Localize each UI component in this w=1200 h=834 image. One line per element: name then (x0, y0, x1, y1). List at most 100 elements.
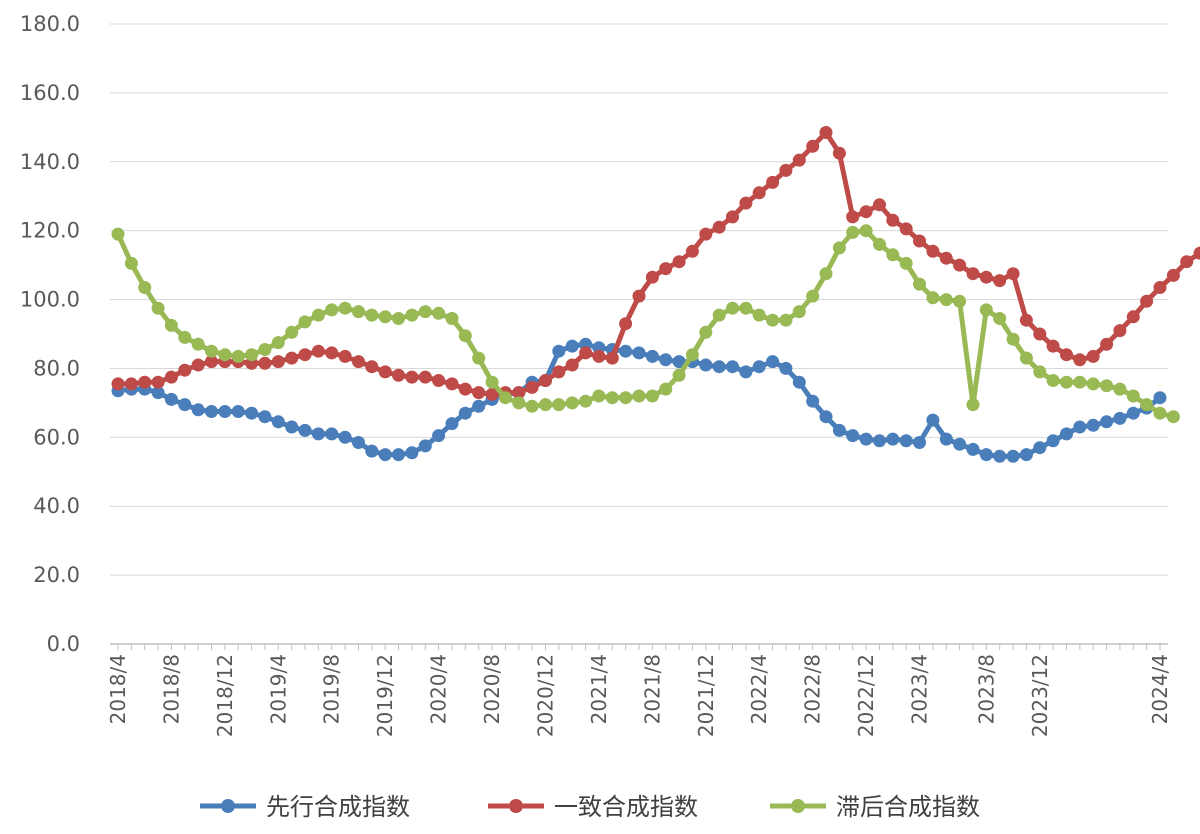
data-point (285, 420, 299, 434)
data-point (552, 398, 566, 412)
data-point (124, 377, 138, 391)
data-point (458, 329, 472, 343)
x-tick-label: 2020/4 (427, 654, 451, 724)
data-point (926, 244, 940, 258)
data-point (392, 368, 405, 382)
data-point (485, 375, 499, 389)
data-point (873, 434, 886, 448)
data-point (645, 389, 659, 403)
data-point (1153, 406, 1167, 420)
data-point (1153, 391, 1167, 405)
data-point (365, 360, 379, 374)
data-point (1140, 294, 1154, 308)
data-point (632, 289, 646, 303)
legend-label: 先行合成指数 (266, 793, 410, 821)
data-point (645, 349, 659, 363)
data-point (1193, 246, 1200, 260)
data-point (859, 205, 873, 219)
data-point (218, 348, 232, 362)
data-point (966, 398, 980, 412)
data-point (672, 355, 686, 369)
legend-item: 滞后合成指数 (770, 793, 980, 821)
data-point (191, 358, 205, 372)
data-point (311, 427, 325, 441)
series-3 (111, 224, 1180, 424)
x-tick-label: 2022/8 (801, 654, 825, 724)
data-point (231, 349, 245, 363)
data-point (979, 303, 993, 317)
data-point (378, 448, 392, 462)
data-point (298, 348, 312, 362)
data-point (124, 256, 138, 270)
legend-marker (221, 799, 235, 813)
data-point (271, 336, 285, 350)
data-point (205, 405, 218, 418)
data-point (1019, 313, 1033, 327)
x-tick-label: 2023/8 (974, 654, 998, 724)
data-point (1006, 449, 1020, 463)
data-point (1166, 410, 1180, 424)
data-point (352, 436, 365, 449)
series-line (115, 228, 1176, 420)
data-point (432, 374, 446, 387)
data-point (392, 448, 405, 462)
data-point (164, 318, 178, 332)
x-tick-label: 2020/8 (480, 654, 504, 724)
data-point (979, 270, 993, 284)
data-point (779, 361, 793, 375)
x-tick-label: 2018/4 (106, 654, 130, 724)
x-tick-label: 2019/4 (266, 654, 290, 724)
data-point (392, 312, 405, 325)
legend-marker (509, 799, 523, 813)
data-point (739, 301, 753, 315)
data-point (619, 391, 633, 405)
x-tick-label: 2019/8 (320, 654, 344, 724)
data-point (191, 403, 205, 417)
data-point (979, 448, 993, 462)
data-point (619, 344, 633, 358)
data-point (1073, 420, 1087, 434)
data-point (1046, 434, 1060, 448)
data-point (178, 363, 192, 377)
data-point (418, 305, 432, 319)
data-point (819, 267, 833, 281)
data-point (378, 365, 392, 379)
data-point (846, 210, 860, 224)
data-point (1100, 379, 1114, 393)
data-point (993, 312, 1007, 325)
data-point (1033, 327, 1047, 341)
data-point (779, 163, 793, 177)
data-point (806, 289, 820, 303)
x-tick-label: 2021/4 (587, 654, 611, 724)
data-point (886, 248, 900, 262)
x-tick-label: 2022/12 (854, 654, 878, 737)
data-point (1113, 411, 1127, 425)
data-point (739, 196, 753, 210)
data-point (325, 427, 339, 441)
data-point (552, 365, 566, 379)
data-point (298, 423, 312, 437)
data-point (565, 358, 579, 372)
legend: 先行合成指数 一致合成指数 滞后合成指数 (200, 793, 980, 821)
data-point (832, 241, 846, 255)
data-point (285, 351, 299, 365)
x-tick-label: 2023/12 (1028, 654, 1052, 737)
data-point (1046, 339, 1060, 353)
y-tick-label: 40.0 (33, 494, 80, 518)
data-point (311, 344, 325, 358)
data-point (1006, 332, 1020, 346)
data-point (619, 317, 633, 331)
data-point (832, 146, 846, 160)
data-point (993, 449, 1007, 463)
data-point (886, 432, 900, 446)
data-point (231, 405, 245, 418)
data-point (913, 436, 926, 449)
x-tick-label: 2022/4 (747, 654, 771, 724)
x-tick-label: 2021/12 (694, 654, 718, 737)
y-tick-label: 0.0 (47, 632, 80, 656)
data-point (659, 262, 673, 276)
data-point (899, 222, 913, 236)
data-point (1100, 337, 1114, 351)
data-point (592, 389, 606, 403)
data-point (525, 380, 539, 394)
